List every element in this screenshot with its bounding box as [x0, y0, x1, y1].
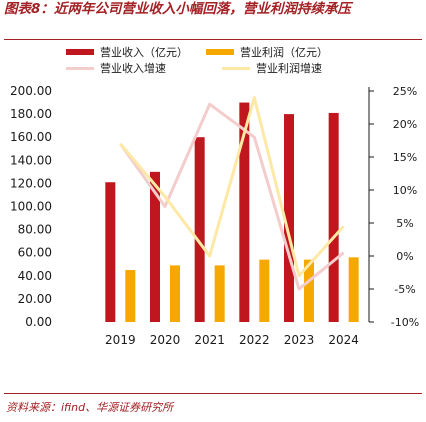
bar-revenue: [150, 171, 160, 322]
bar-revenue: [239, 102, 250, 322]
legend-swatch-profit-growth: [222, 66, 250, 70]
bar-profit: [259, 259, 270, 322]
legend-item-profit-growth: 营业利润增速: [222, 60, 322, 76]
y-right-tick-label: 5%: [396, 217, 413, 230]
bar-revenue: [105, 182, 116, 322]
title-divider: [4, 39, 422, 40]
y-right-tick-label: 0%: [396, 250, 413, 263]
bar-revenue: [284, 114, 294, 322]
y-right-tick-label: 25%: [393, 85, 417, 98]
y-left-tick-label: 100.00: [10, 200, 52, 214]
source-divider: [4, 393, 422, 394]
line-profit-growth: [119, 96, 345, 278]
y-right-tick-label: 20%: [393, 118, 417, 131]
legend-row-bars: 营业收入（亿元） 营业利润（亿元）: [66, 44, 328, 60]
y-left-tick-label: 40.00: [18, 269, 52, 283]
bar-profit: [348, 257, 359, 322]
bar-profit: [170, 265, 180, 322]
bar-revenue: [328, 112, 339, 322]
legend-swatch-revenue-growth: [66, 66, 94, 70]
y-left-tick-label: 20.00: [18, 292, 52, 306]
legend-item-revenue: 营业收入（亿元）: [66, 44, 188, 60]
x-tick-label: 2024: [328, 333, 359, 347]
x-tick-label: 2019: [105, 333, 136, 347]
legend-label-profit: 营业利润（亿元）: [240, 46, 328, 59]
y-right-tick-label: -5%: [394, 283, 415, 296]
legend-row-lines: 营业收入增速 营业利润增速: [66, 60, 322, 76]
bar-profit: [214, 265, 225, 322]
x-tick-label: 2021: [194, 333, 225, 347]
y-left-tick-label: 160.00: [10, 130, 52, 144]
x-tick-label: 2022: [239, 333, 270, 347]
y-right-tick-label: 10%: [393, 184, 417, 197]
legend-label-revenue: 营业收入（亿元）: [100, 46, 188, 59]
y-right-tick-label: -10%: [391, 316, 419, 329]
y-right-tick-label: 15%: [393, 151, 417, 164]
bar-revenue: [194, 137, 205, 322]
legend-swatch-profit: [206, 49, 234, 55]
y-left-tick-label: 60.00: [18, 246, 52, 260]
source-note: 资料来源：ifind、华源证券研究所: [6, 401, 174, 414]
line-revenue-growth: [119, 102, 345, 291]
legend-item-revenue-growth: 营业收入增速: [66, 60, 166, 76]
x-tick-label: 2023: [284, 333, 315, 347]
y-left-tick-label: 120.00: [10, 176, 52, 190]
y-left-tick-label: 140.00: [10, 153, 52, 167]
y-left-tick-label: 200.00: [10, 84, 52, 98]
chart-title: 图表8：近两年公司营业收入小幅回落，营业利润持续承压: [4, 1, 351, 17]
y-left-tick-label: 180.00: [10, 107, 52, 121]
legend-label-revenue-growth: 营业收入增速: [100, 62, 166, 75]
bar-profit: [304, 259, 314, 322]
y-left-tick-label: 0.00: [25, 315, 52, 329]
legend-swatch-revenue: [66, 49, 94, 55]
bar-profit: [125, 270, 136, 322]
y-left-tick-label: 80.00: [18, 223, 52, 237]
x-tick-label: 2020: [150, 333, 181, 347]
legend-label-profit-growth: 营业利润增速: [256, 62, 322, 75]
legend-item-profit: 营业利润（亿元）: [206, 44, 328, 60]
